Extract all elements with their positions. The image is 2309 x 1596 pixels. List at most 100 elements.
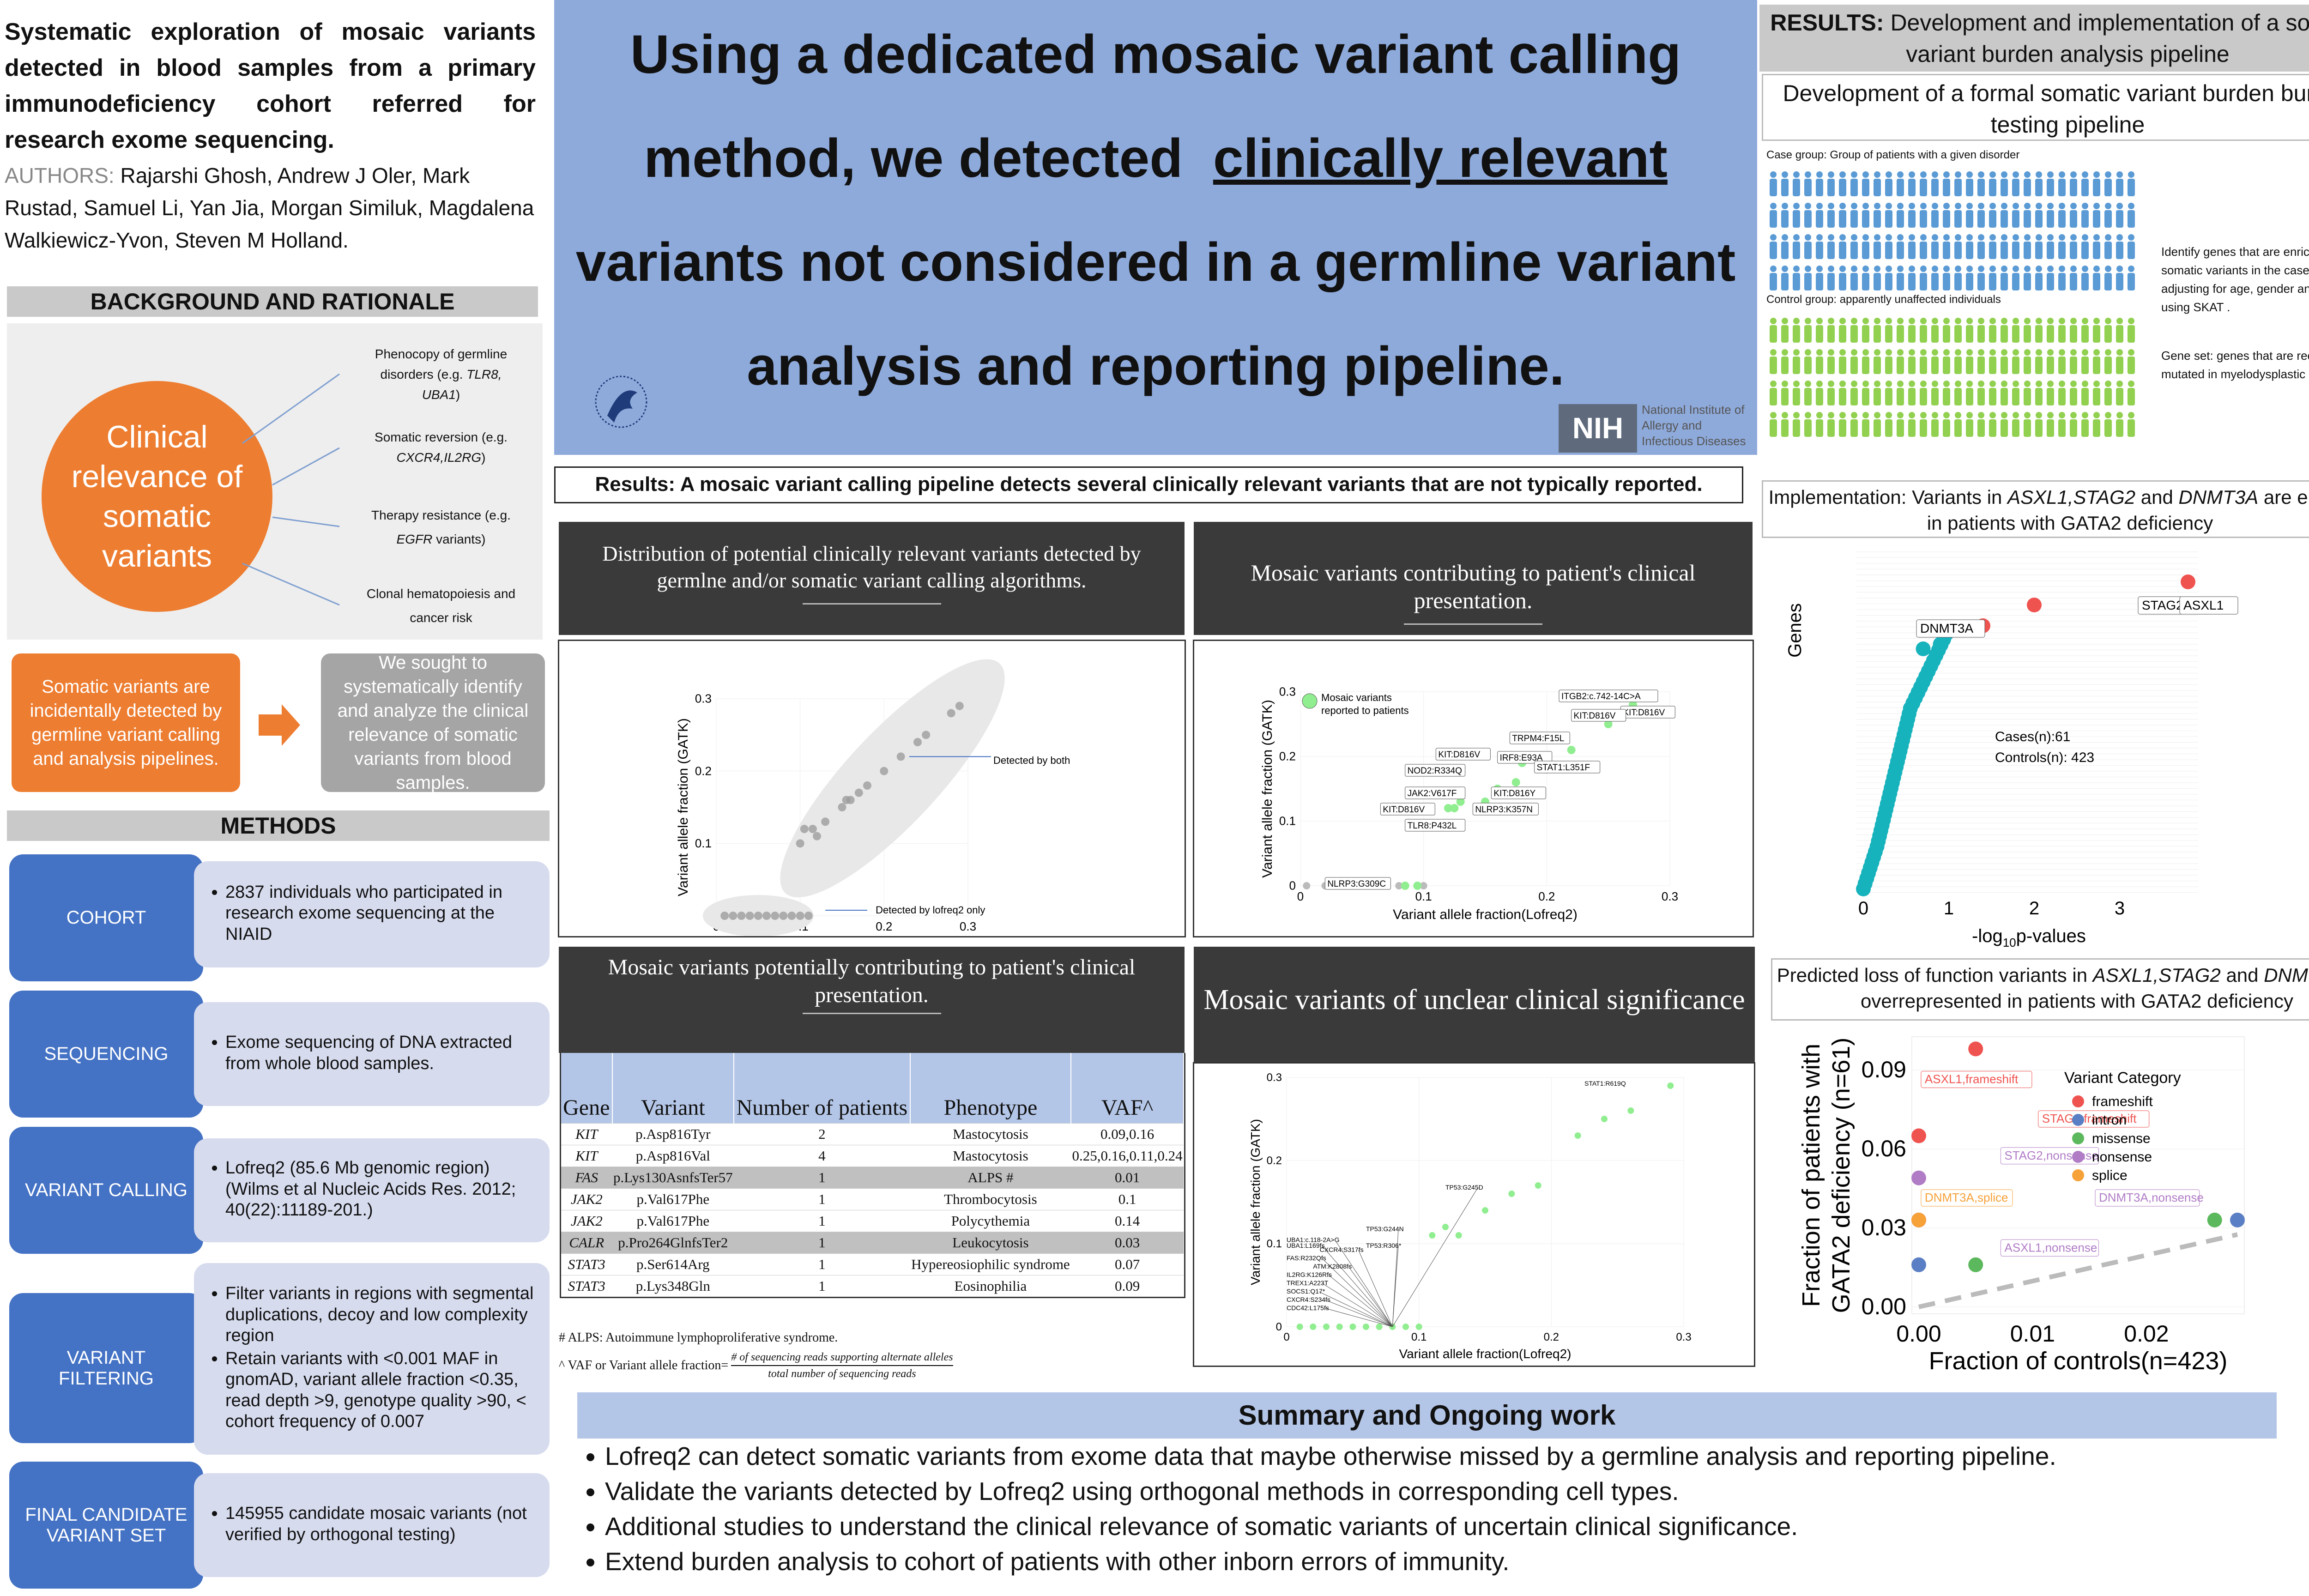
variant-label: NLRP3:G309C — [1327, 879, 1386, 889]
person-icon — [2001, 266, 2007, 272]
poster-title: Systematic exploration of mosaic variant… — [5, 18, 536, 153]
person-icon — [1954, 388, 1962, 405]
person-icon — [1943, 419, 1950, 437]
person-icon — [1850, 388, 1858, 405]
person-icon — [2070, 381, 2077, 387]
person-icon — [1908, 273, 1916, 290]
person-icon — [2036, 318, 2042, 324]
person-icon — [1816, 412, 1823, 418]
person-icon — [1955, 171, 1961, 178]
x-axis-label: Fraction of controls(n=423) — [1929, 1347, 2228, 1375]
person-icon — [2001, 318, 2007, 324]
person-icon — [1909, 266, 1915, 272]
person-icon — [1920, 210, 1927, 228]
person-icon — [2035, 419, 2043, 437]
person-icon — [2058, 419, 2066, 437]
x-tick-label: 0.01 — [2010, 1321, 2055, 1347]
label-leader — [1325, 1308, 1393, 1327]
cell-patients: 1 — [734, 1188, 910, 1210]
table-footnotes: # ALPS: Autoimmune lymphoproliferative s… — [559, 1330, 1187, 1382]
person-icon — [1793, 325, 1800, 343]
person-icon — [2128, 412, 2134, 418]
person-icon — [1839, 318, 1846, 324]
person-icon — [2058, 325, 2066, 343]
person-icon — [1954, 179, 1962, 196]
results-heading: Results: A mosaic variant calling pipeli… — [554, 466, 1743, 503]
data-point — [821, 817, 830, 826]
person-icon — [2012, 357, 2019, 374]
data-point — [1511, 778, 1520, 786]
right-results-heading: RESULTS: Development and implementation … — [1759, 5, 2309, 72]
person-icon — [1955, 381, 1961, 387]
person-icon — [2128, 388, 2135, 405]
person-icon — [1977, 210, 1985, 228]
methods-heading: METHODS — [7, 810, 550, 841]
data-point — [1911, 1212, 1926, 1227]
method-label-cohort: COHORT — [9, 854, 203, 981]
person-icon — [1989, 203, 1996, 209]
person-icon — [1989, 210, 1996, 228]
person-icon — [1793, 273, 1800, 290]
person-icon — [1828, 203, 1834, 209]
person-icon — [2001, 412, 2007, 418]
aim-box: We sought to systematically identify and… — [321, 653, 545, 793]
person-icon — [1839, 273, 1846, 290]
person-icon — [1793, 234, 1800, 241]
y-tick-label: 0.06 — [1862, 1136, 1906, 1161]
y-tick-label: 0.1 — [1279, 814, 1296, 828]
person-icon — [1862, 349, 1869, 356]
person-icon — [1839, 234, 1846, 241]
col-variant: Variant — [612, 1053, 735, 1124]
panel-2-chart: 0 0.1 0.2 0.3 0 0.1 0.2 0.3 Variant allele fract… — [1193, 640, 1754, 937]
person-icon — [2070, 273, 2077, 290]
point-label: DNMT3A,nonsense — [2099, 1191, 2204, 1204]
person-icon — [1874, 273, 1881, 290]
person-icon — [2128, 318, 2134, 324]
data-point — [729, 912, 737, 920]
person-icon — [2128, 203, 2134, 209]
method-detail-cohort: 2837 individuals who participated in res… — [194, 861, 550, 967]
person-icon — [1770, 266, 1777, 272]
person-icon — [1827, 325, 1835, 343]
data-point — [1349, 1324, 1356, 1330]
person-icon — [1816, 234, 1823, 241]
authors-list: Rajarshi Ghosh, Andrew J Oler, Mark Rust… — [5, 163, 534, 252]
person-icon — [1966, 318, 1973, 324]
person-icon — [2093, 325, 2100, 343]
data-point — [779, 912, 788, 920]
data-point — [800, 825, 809, 833]
branch-reversion: Somatic reversion (e.g. CXCR4,IL2RG) — [375, 430, 508, 465]
person-icon — [1886, 318, 1892, 324]
person-icon — [1770, 234, 1777, 241]
point-label: STAG2,nonsense — [2004, 1149, 2098, 1162]
person-icon — [1793, 179, 1800, 196]
person-icon — [2105, 318, 2111, 324]
person-icon — [1886, 203, 1892, 209]
legend-label: nonsense — [2092, 1149, 2152, 1165]
person-icon — [2059, 349, 2065, 356]
person-icon — [1954, 325, 1962, 343]
person-icon — [2024, 419, 2031, 437]
x-tick-label: 0.3 — [1676, 1331, 1691, 1343]
person-icon — [1920, 381, 1927, 387]
person-icon — [1839, 266, 1846, 272]
footnote-alps: # ALPS: Autoimmune lymphoproliferative s… — [559, 1330, 838, 1345]
person-icon — [2116, 325, 2123, 343]
person-icon — [2047, 388, 2054, 405]
person-icon — [2001, 179, 2008, 196]
person-icon — [1793, 419, 1800, 437]
person-icon — [1874, 419, 1881, 437]
x-axis-label: Variant allele fraction(Lofreq2) — [1393, 907, 1578, 922]
person-icon — [1966, 242, 1973, 259]
person-icon — [1874, 381, 1880, 387]
person-icon — [1931, 357, 1939, 374]
person-icon — [1793, 357, 1800, 374]
person-icon — [1966, 357, 1973, 374]
gene-label: ASXL1 — [2183, 598, 2224, 612]
data-point — [2207, 1212, 2222, 1227]
person-icon — [1874, 210, 1881, 228]
person-icon — [2001, 357, 2008, 374]
person-icon — [2036, 412, 2042, 418]
person-icon — [2059, 266, 2065, 272]
person-icon — [1943, 242, 1950, 259]
